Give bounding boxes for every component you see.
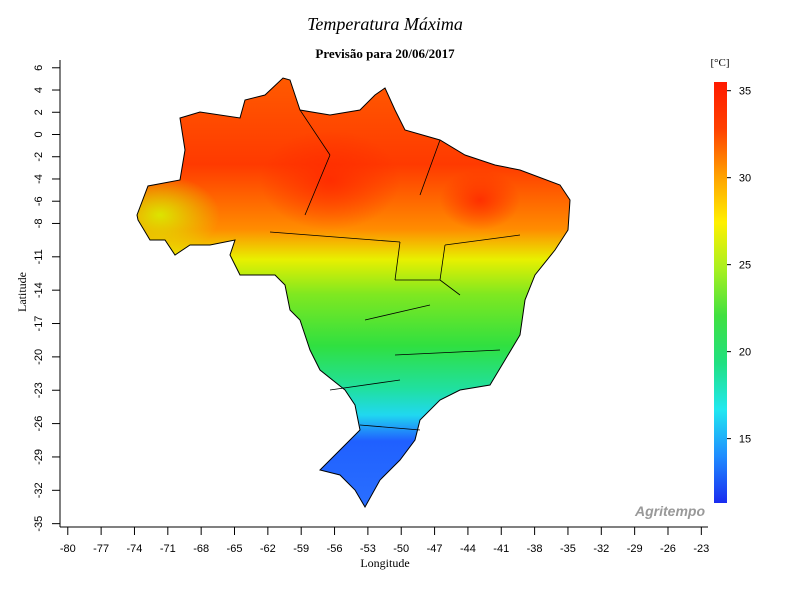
- colorbar-tick-label: 20: [739, 347, 751, 359]
- colorbar-tick-label: 30: [739, 173, 751, 185]
- x-tick-label: -56: [327, 543, 343, 555]
- colorbar-unit: [°C]: [710, 57, 729, 69]
- y-tick-label: -29: [33, 449, 45, 465]
- title: Temperatura Máxima: [307, 14, 463, 34]
- y-tick-label: -2: [33, 152, 45, 162]
- colorbar-tick-label: 25: [739, 260, 751, 272]
- y-tick-label: -6: [33, 196, 45, 206]
- x-tick-label: -35: [560, 543, 576, 555]
- temperature-field: [440, 170, 520, 230]
- y-tick-label: -23: [33, 382, 45, 398]
- x-tick-label: -47: [427, 543, 443, 555]
- x-tick-label: -29: [627, 543, 643, 555]
- x-tick-label: -68: [193, 543, 209, 555]
- x-tick-label: -71: [160, 543, 176, 555]
- state-border: [269, 109, 521, 431]
- x-axis-label: Longitude: [360, 556, 409, 570]
- x-tick-label: -23: [693, 543, 709, 555]
- y-tick-label: -32: [33, 482, 45, 498]
- y-axis-label: Latitude: [15, 272, 29, 312]
- map: [136, 77, 571, 508]
- y-tick-label: 2: [33, 109, 45, 115]
- y-tick-label: -26: [33, 416, 45, 432]
- temperature-field: [137, 175, 220, 255]
- x-tick-label: -38: [527, 543, 543, 555]
- x-tick-label: -62: [260, 543, 276, 555]
- x-tick-label: -44: [460, 543, 476, 555]
- colorbar: [714, 82, 727, 503]
- y-tick-label: -17: [33, 316, 45, 332]
- x-tick-label: -80: [60, 543, 76, 555]
- y-tick-label: -20: [33, 349, 45, 365]
- x-tick-label: -74: [127, 543, 143, 555]
- colorbar-tick-label: 35: [739, 86, 751, 98]
- y-tick-label: 0: [33, 131, 45, 137]
- y-tick-label: -35: [33, 516, 45, 532]
- temperature-field: [260, 130, 400, 230]
- y-tick-label: -14: [33, 282, 45, 298]
- x-tick-label: -32: [593, 543, 609, 555]
- y-tick-label: 6: [33, 65, 45, 71]
- y-tick-label: -4: [33, 174, 45, 184]
- x-tick-label: -65: [227, 543, 243, 555]
- x-tick-label: -26: [660, 543, 676, 555]
- x-tick-label: -50: [393, 543, 409, 555]
- colorbar-tick-label: 15: [739, 434, 751, 446]
- axes: -80 -77 -74 -71 -68 -65 -62 -59 -56 -53 -50 -47 -44-…: [33, 60, 751, 555]
- x-tick-label: -41: [493, 543, 509, 555]
- y-tick-label: -8: [33, 219, 45, 229]
- y-tick-label: 4: [33, 87, 45, 93]
- y-tick-label: -11: [33, 249, 45, 264]
- x-tick-label: -53: [360, 543, 376, 555]
- x-tick-label: -59: [293, 543, 309, 555]
- subtitle: Previsão para 20/06/2017: [315, 46, 455, 61]
- watermark: Agritempo: [634, 503, 705, 519]
- x-tick-label: -77: [93, 543, 109, 555]
